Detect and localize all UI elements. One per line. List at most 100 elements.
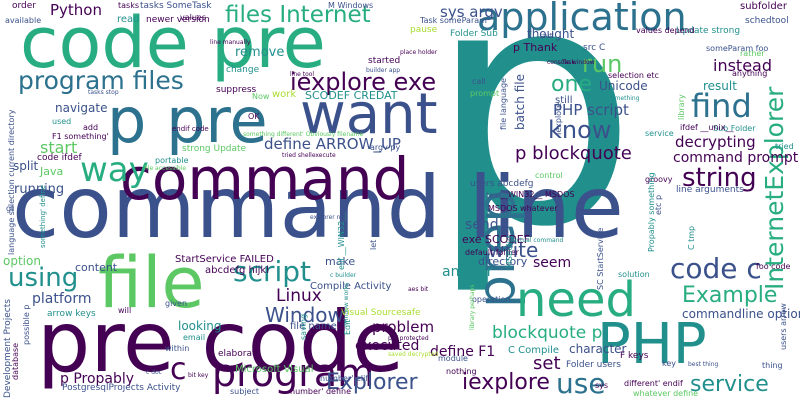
word: Java — [40, 165, 64, 178]
word: Folder users — [566, 360, 621, 370]
word: line manually — [210, 39, 251, 46]
word: command line — [12, 158, 624, 258]
word: Iexplore — [554, 102, 563, 135]
word: define F1 — [430, 344, 496, 360]
word: src C — [583, 43, 606, 53]
word: tried — [775, 142, 794, 151]
word: run — [582, 50, 623, 78]
word: line tool — [290, 71, 315, 78]
word: file accessible — [144, 165, 187, 172]
word: result — [703, 79, 737, 93]
word: suppress — [216, 85, 257, 95]
word: application — [477, 0, 687, 39]
word: started — [368, 56, 401, 66]
word: window works — [343, 282, 350, 325]
word: sys argv — [440, 3, 503, 21]
word: stuff — [540, 33, 554, 40]
word: p pre — [107, 84, 268, 157]
word: batch file — [513, 74, 527, 130]
word: actual command — [513, 237, 564, 244]
word: number' elif — [320, 374, 369, 383]
word: tasks SomeTask — [140, 1, 212, 11]
word: selection etc — [608, 71, 659, 80]
word: write — [488, 238, 539, 262]
word: Example — [682, 283, 778, 308]
word: one — [551, 72, 592, 97]
word: InternetExplorer — [760, 86, 789, 290]
word: service — [690, 372, 769, 397]
word: aes bit — [408, 286, 429, 293]
word: thought — [527, 27, 575, 41]
word: subfolder — [740, 1, 787, 12]
word: Propably something — [647, 172, 656, 252]
word: SC StartService — [596, 227, 605, 290]
word: Task — [562, 59, 575, 66]
word: split — [13, 159, 39, 173]
word: p Propably — [60, 371, 135, 387]
word: used — [52, 117, 72, 126]
word: OK — [248, 112, 260, 121]
word: know — [548, 116, 612, 144]
word: change — [226, 65, 260, 75]
word: Update strong — [676, 26, 741, 36]
word: F keys — [620, 351, 649, 361]
word: find — [691, 87, 752, 125]
word: saved decrypted — [388, 351, 439, 358]
word: using — [8, 263, 79, 293]
word: values — [180, 13, 207, 22]
word: use — [556, 367, 606, 400]
word: rather — [740, 49, 765, 58]
word: looking — [178, 319, 222, 333]
word: tried shellexecute — [282, 152, 336, 159]
word: program files — [18, 66, 184, 95]
word: abcdefg hijkl — [205, 265, 269, 276]
word: script — [233, 255, 312, 288]
word: Visual Sourcesafe — [341, 308, 421, 318]
word: pdf protected — [388, 335, 429, 342]
word: key — [662, 359, 677, 368]
word: M Windows — [328, 1, 374, 10]
word: library — [677, 94, 686, 120]
word: character — [569, 342, 627, 356]
word: elif __WIN32__ — [337, 212, 346, 270]
word: iexplore — [462, 370, 550, 395]
word: seem — [533, 255, 572, 271]
word: command prompt — [673, 150, 799, 166]
word: remove — [235, 45, 285, 60]
word: language selection current directory — [7, 109, 16, 255]
word: endif code — [172, 125, 209, 133]
word: subject — [230, 387, 259, 396]
word: gt — [6, 204, 15, 213]
word: Python — [50, 1, 102, 19]
word: different' endif — [624, 379, 683, 388]
word: something different' Obviously filename — [243, 131, 364, 138]
word: add — [83, 123, 99, 132]
word: file language — [499, 78, 508, 130]
word: whatever define — [633, 389, 699, 398]
word: file name — [290, 321, 337, 332]
word: set — [533, 353, 561, 374]
word: c — [170, 352, 187, 387]
word: SCODEF CREDAT — [305, 89, 398, 102]
word: users arrow — [779, 303, 788, 350]
word: commandline option — [682, 307, 800, 321]
word: strong Update — [182, 144, 247, 154]
word: Unicode — [599, 79, 648, 93]
word: database — [11, 342, 20, 380]
word: order — [12, 1, 36, 11]
word: files Internet — [225, 2, 371, 28]
word: pause — [410, 25, 438, 35]
word: within — [165, 344, 190, 353]
word: Folder Sub — [450, 29, 498, 39]
word: ifdef __unix__ — [680, 123, 734, 132]
word: decrypting — [675, 133, 756, 151]
word: module — [438, 354, 468, 363]
word: __WIN32__ MSDOS — [500, 190, 575, 199]
word: will — [118, 306, 132, 315]
word: foo code — [756, 262, 791, 271]
word: Sub Folder — [713, 124, 756, 133]
word: default folder — [465, 248, 519, 257]
word: nothing — [446, 367, 477, 376]
word: PostgresqlProjects Activity — [62, 383, 181, 393]
